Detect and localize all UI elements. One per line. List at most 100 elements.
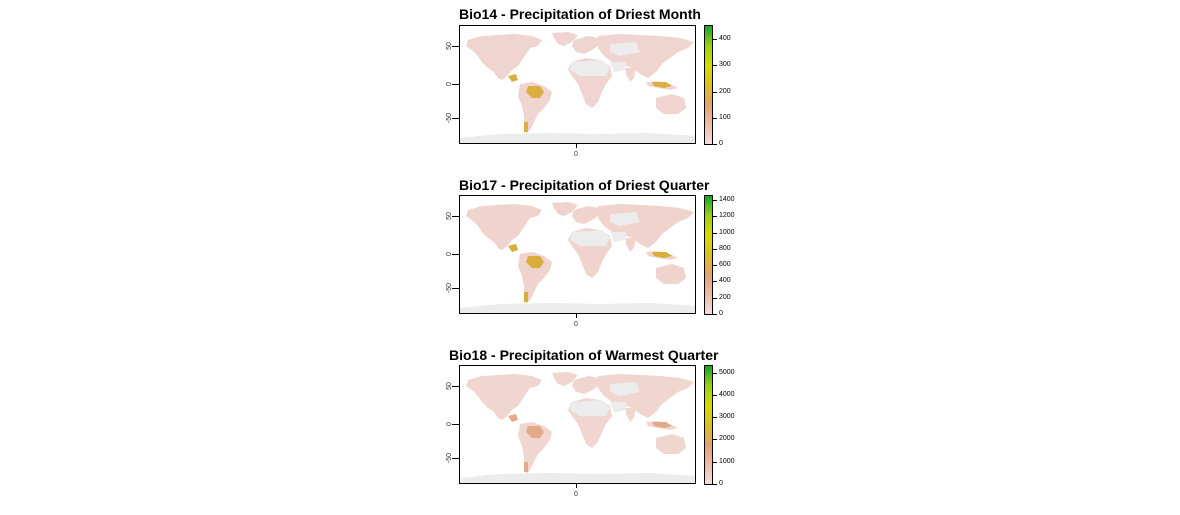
antarctica-landmass xyxy=(460,303,695,313)
high-precipitation-region xyxy=(526,426,544,438)
legend-tick-label: 0 xyxy=(719,140,723,147)
legend-tick xyxy=(713,39,717,41)
y-tick-label: 0 xyxy=(446,252,453,256)
legend-tick xyxy=(713,281,717,283)
legend-tick-label: 400 xyxy=(719,277,731,285)
legend-tick xyxy=(713,461,717,463)
legend-tick xyxy=(713,372,717,374)
legend-tick-label: 0 xyxy=(719,480,723,487)
x-tick xyxy=(576,144,577,148)
world-map xyxy=(459,25,696,144)
landmass xyxy=(656,434,686,454)
legend-tick-label: 100 xyxy=(719,113,731,121)
legend-tick-label: 1200 xyxy=(719,212,735,220)
legend-tick-label: 400 xyxy=(719,35,731,43)
arabia-region xyxy=(610,62,626,72)
legend-tick-label: 300 xyxy=(719,61,731,69)
high-precipitation-region xyxy=(652,82,672,88)
color-legend-bar xyxy=(704,365,713,485)
antarctica-landmass xyxy=(460,473,695,483)
arabia-region xyxy=(610,232,626,242)
high-precipitation-region xyxy=(652,252,672,258)
legend-tick-label: 200 xyxy=(719,87,731,95)
legend-tick xyxy=(713,144,717,145)
legend-tick xyxy=(713,248,717,250)
high-precipitation-region xyxy=(508,74,518,82)
y-tick-label: 50 xyxy=(446,382,453,390)
landmass xyxy=(572,206,600,224)
world-map xyxy=(459,365,696,484)
y-tick xyxy=(452,288,459,289)
world-map-svg xyxy=(460,202,695,313)
y-tick-label: -50 xyxy=(446,282,453,294)
world-map xyxy=(459,195,696,314)
landmass xyxy=(466,34,542,80)
antarctica-landmass xyxy=(460,133,695,143)
x-tick-label: 0 xyxy=(574,491,578,498)
landmass xyxy=(626,68,636,82)
landmass xyxy=(572,36,600,54)
landmass xyxy=(626,408,636,422)
legend-tick xyxy=(713,232,717,234)
y-tick-label: -50 xyxy=(446,112,453,124)
landmass xyxy=(466,374,542,420)
world-map-svg xyxy=(460,32,695,143)
x-tick-label: 0 xyxy=(574,321,578,328)
landmass xyxy=(656,94,686,114)
legend-tick-label: 800 xyxy=(719,244,731,252)
legend-tick xyxy=(713,297,717,299)
landmass xyxy=(598,204,694,248)
landmass xyxy=(466,204,542,250)
legend-tick-label: 200 xyxy=(719,293,731,301)
legend-tick xyxy=(713,417,717,419)
legend-tick xyxy=(713,65,717,67)
landmass xyxy=(552,372,578,386)
y-tick-label: -50 xyxy=(446,452,453,464)
central-asia-region xyxy=(610,212,640,226)
high-precipitation-region xyxy=(524,292,528,302)
landmass xyxy=(518,422,552,474)
color-legend-bar xyxy=(704,195,713,315)
x-tick xyxy=(576,484,577,488)
map-panel-bio17: Bio17 - Precipitation of Driest Quarter … xyxy=(0,175,1180,345)
legend-tick xyxy=(713,216,717,218)
high-precipitation-region xyxy=(526,86,544,98)
legend-tick-label: 600 xyxy=(719,261,731,269)
high-precipitation-region xyxy=(508,244,518,252)
sahara-region xyxy=(570,230,610,246)
legend-tick xyxy=(713,265,717,267)
y-tick-label: 0 xyxy=(446,82,453,86)
color-legend-bar xyxy=(704,25,713,145)
legend-tick xyxy=(713,439,717,441)
sahara-region xyxy=(570,400,610,416)
legend-tick xyxy=(713,200,717,202)
landmass xyxy=(518,252,552,304)
legend-tick xyxy=(713,91,717,93)
map-title: Bio17 - Precipitation of Driest Quarter xyxy=(459,177,710,193)
landmass xyxy=(552,32,578,46)
central-asia-region xyxy=(610,382,640,396)
legend-tick-label: 5000 xyxy=(719,368,735,376)
legend-tick xyxy=(713,394,717,396)
y-tick-label: 50 xyxy=(446,42,453,50)
landmass xyxy=(626,238,636,252)
map-title: Bio18 - Precipitation of Warmest Quarter xyxy=(449,347,719,363)
landmass xyxy=(598,374,694,418)
legend-tick-label: 0 xyxy=(719,310,723,317)
map-panel-bio14: Bio14 - Precipitation of Driest Month 50… xyxy=(0,5,1180,175)
y-tick-label: 50 xyxy=(446,212,453,220)
y-tick xyxy=(452,386,459,387)
high-precipitation-region xyxy=(652,422,672,428)
legend-tick-label: 1400 xyxy=(719,196,735,204)
landmass xyxy=(656,264,686,284)
y-tick xyxy=(452,118,459,119)
y-tick xyxy=(452,84,459,85)
y-tick xyxy=(452,424,459,425)
legend-tick-label: 1000 xyxy=(719,457,735,465)
landmass xyxy=(598,34,694,78)
sahara-region xyxy=(570,60,610,76)
landmass xyxy=(572,376,600,394)
landmass xyxy=(518,82,552,134)
high-precipitation-region xyxy=(524,122,528,132)
y-tick xyxy=(452,46,459,47)
